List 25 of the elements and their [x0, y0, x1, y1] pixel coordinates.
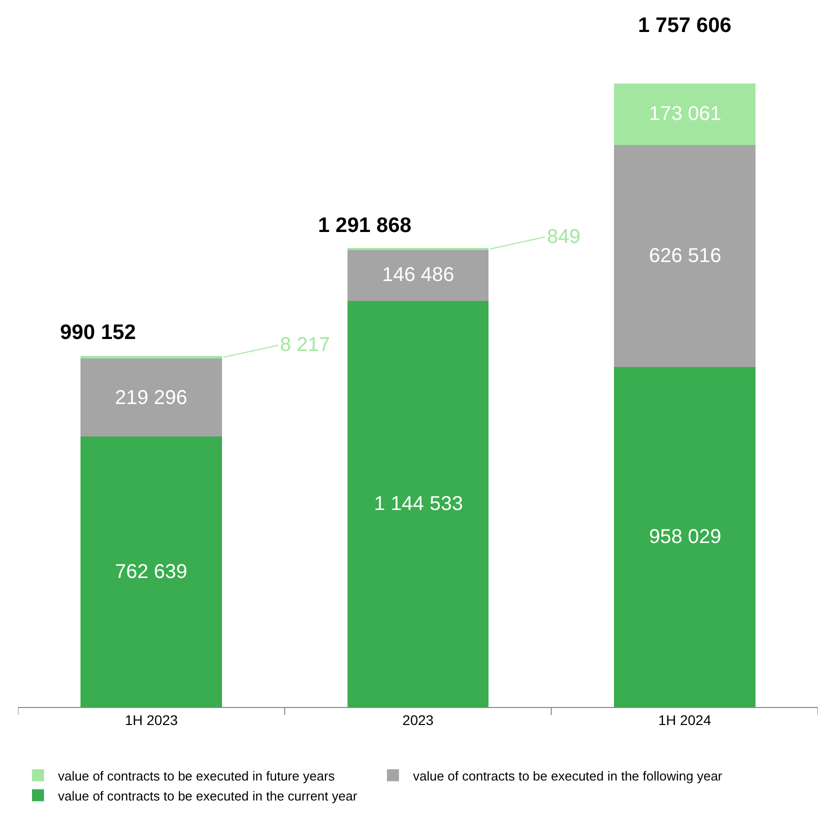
bar [80, 436, 222, 707]
total-label: 1 757 606 [638, 14, 732, 37]
data-label: 958 029 [649, 526, 722, 548]
bar [347, 301, 489, 707]
legend-label: value of contracts to be executed in the following year [412, 768, 723, 784]
bar [614, 84, 756, 146]
data-label: 1 144 533 [374, 493, 463, 515]
legend-label: value of contracts to be executed in future years [58, 768, 336, 784]
total-label: 1 291 868 [318, 214, 412, 237]
data-label: 762 639 [115, 561, 188, 583]
bar [347, 249, 489, 302]
data-label: 849 [547, 226, 580, 248]
legend-label: value of contracts to be executed in the current year [58, 788, 358, 804]
x-tick-label: 2023 [402, 712, 434, 728]
total-label: 990 152 [60, 321, 136, 344]
data-label: 8 217 [280, 334, 330, 356]
bar [80, 358, 222, 437]
data-label: 219 296 [115, 387, 188, 409]
data-label: 173 061 [649, 103, 722, 125]
data-label: 146 486 [382, 264, 454, 286]
x-tick-label: 1H 2023 [124, 712, 178, 728]
x-tick-label: 1H 2024 [658, 712, 712, 728]
bar [614, 367, 756, 707]
bar [614, 145, 756, 368]
data-label: 626 516 [649, 245, 722, 267]
